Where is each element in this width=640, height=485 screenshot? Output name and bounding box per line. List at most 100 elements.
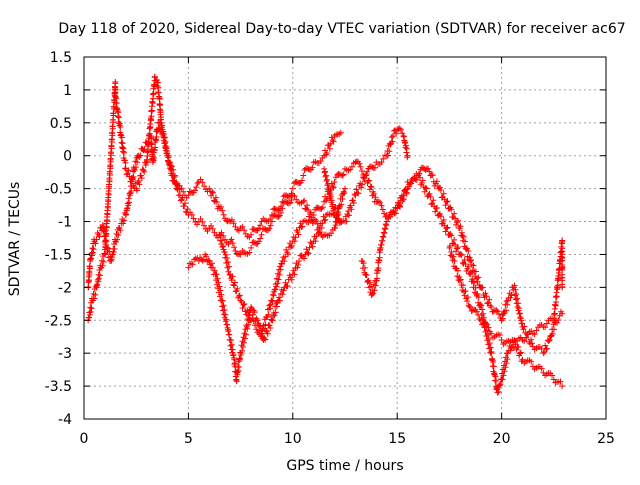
data-point-dense bbox=[340, 188, 347, 195]
data-point-dense bbox=[453, 219, 460, 226]
data-point-dense bbox=[262, 321, 269, 328]
data-point bbox=[151, 73, 158, 80]
data-point-dense bbox=[262, 226, 269, 233]
data-point-dense bbox=[330, 205, 337, 212]
data-point-dense bbox=[375, 265, 382, 272]
data-point-dense bbox=[485, 335, 492, 342]
data-point-dense bbox=[108, 139, 115, 146]
y-tick-labels: -4 -3.5 -3 -2.5 -2 -1.5 -1 -0.5 0 0.5 1 1.5 bbox=[45, 50, 72, 428]
data-point-dense bbox=[353, 186, 360, 193]
data-point-dense bbox=[128, 187, 135, 194]
data-point-dense bbox=[221, 306, 228, 313]
data-point-dense bbox=[266, 305, 273, 312]
data-point-dense bbox=[135, 178, 142, 184]
data-point-dense bbox=[106, 172, 113, 179]
data-point-dense bbox=[429, 200, 436, 207]
data-point-dense bbox=[375, 198, 382, 205]
data-point-dense bbox=[368, 163, 375, 170]
data-point bbox=[504, 350, 511, 357]
data-point-dense bbox=[322, 168, 329, 175]
data-point-dense bbox=[208, 260, 215, 267]
data-point-dense bbox=[309, 243, 316, 250]
data-point-dense bbox=[161, 139, 168, 146]
data-point-dense bbox=[108, 152, 115, 159]
data-point-dense bbox=[339, 196, 346, 203]
data-point-dense bbox=[309, 164, 316, 171]
data-point-dense bbox=[273, 283, 280, 290]
data-point-dense bbox=[275, 213, 282, 220]
data-point-dense bbox=[494, 308, 501, 315]
data-point-dense bbox=[241, 227, 248, 234]
data-point-dense bbox=[447, 242, 454, 249]
data-point-dense bbox=[140, 167, 147, 174]
data-point bbox=[504, 297, 511, 304]
data-point-dense bbox=[480, 320, 487, 327]
data-point-dense bbox=[512, 296, 519, 303]
data-point-dense bbox=[224, 258, 231, 265]
data-point-dense bbox=[270, 292, 277, 299]
data-point-dense bbox=[186, 188, 193, 195]
data-point-dense bbox=[504, 356, 511, 363]
data-point-dense bbox=[120, 220, 127, 227]
data-point-dense bbox=[134, 159, 141, 166]
data-point-dense bbox=[361, 264, 368, 271]
data-point-dense bbox=[367, 183, 374, 190]
data-point-dense bbox=[385, 215, 392, 222]
data-point-dense bbox=[219, 207, 226, 214]
data-point-dense bbox=[109, 251, 116, 258]
data-point-dense bbox=[513, 291, 520, 298]
data-point-dense bbox=[265, 227, 272, 234]
data-point-dense bbox=[179, 194, 186, 201]
data-point-dense bbox=[551, 326, 558, 333]
data-point-dense bbox=[267, 222, 274, 229]
data-point-dense bbox=[240, 302, 247, 309]
data-point-dense bbox=[460, 282, 467, 289]
data-point-dense bbox=[486, 340, 493, 347]
data-point-dense bbox=[485, 299, 492, 306]
data-point bbox=[310, 211, 317, 218]
data-point-dense bbox=[275, 276, 282, 283]
data-point-dense bbox=[191, 187, 198, 194]
data-point-dense bbox=[266, 302, 273, 309]
data-point-dense bbox=[167, 162, 174, 169]
data-point-dense bbox=[170, 166, 177, 173]
data-point bbox=[248, 231, 255, 238]
data-point-dense bbox=[241, 330, 248, 337]
data-point-dense bbox=[451, 236, 458, 243]
data-point-dense bbox=[111, 245, 118, 252]
data-point-dense bbox=[484, 331, 491, 338]
data-point-dense bbox=[279, 291, 286, 298]
data-point-dense bbox=[251, 322, 258, 329]
data-point-dense bbox=[464, 298, 471, 305]
data-point-dense bbox=[112, 94, 119, 101]
data-point-dense bbox=[501, 368, 508, 375]
data-point-dense bbox=[549, 372, 556, 379]
data-point-dense bbox=[219, 303, 226, 310]
data-point-dense bbox=[150, 90, 157, 97]
data-point-dense bbox=[287, 244, 294, 251]
data-point-dense bbox=[559, 271, 566, 278]
data-point bbox=[216, 231, 223, 238]
data-point-dense bbox=[485, 341, 492, 348]
data-point bbox=[122, 165, 129, 172]
data-point-dense bbox=[454, 267, 461, 274]
data-point-dense bbox=[211, 267, 218, 274]
x-tick-label: 15 bbox=[388, 431, 406, 447]
data-point-dense bbox=[95, 278, 102, 285]
data-point-dense bbox=[360, 260, 367, 267]
data-point-dense bbox=[147, 124, 154, 131]
x-axis-title: GPS time / hours bbox=[286, 458, 403, 474]
data-point-dense bbox=[176, 186, 183, 193]
data-point-dense bbox=[165, 152, 172, 159]
data-point-dense bbox=[389, 138, 396, 145]
data-point-dense bbox=[160, 131, 167, 138]
data-point-dense bbox=[110, 119, 117, 126]
data-point-dense bbox=[184, 206, 191, 213]
data-point-dense bbox=[145, 141, 152, 148]
data-point-dense bbox=[190, 215, 197, 222]
data-point-dense bbox=[228, 216, 235, 223]
data-point-dense bbox=[277, 266, 284, 273]
data-point-dense bbox=[303, 246, 310, 253]
data-point-dense bbox=[242, 331, 249, 338]
data-point-dense bbox=[272, 286, 279, 293]
